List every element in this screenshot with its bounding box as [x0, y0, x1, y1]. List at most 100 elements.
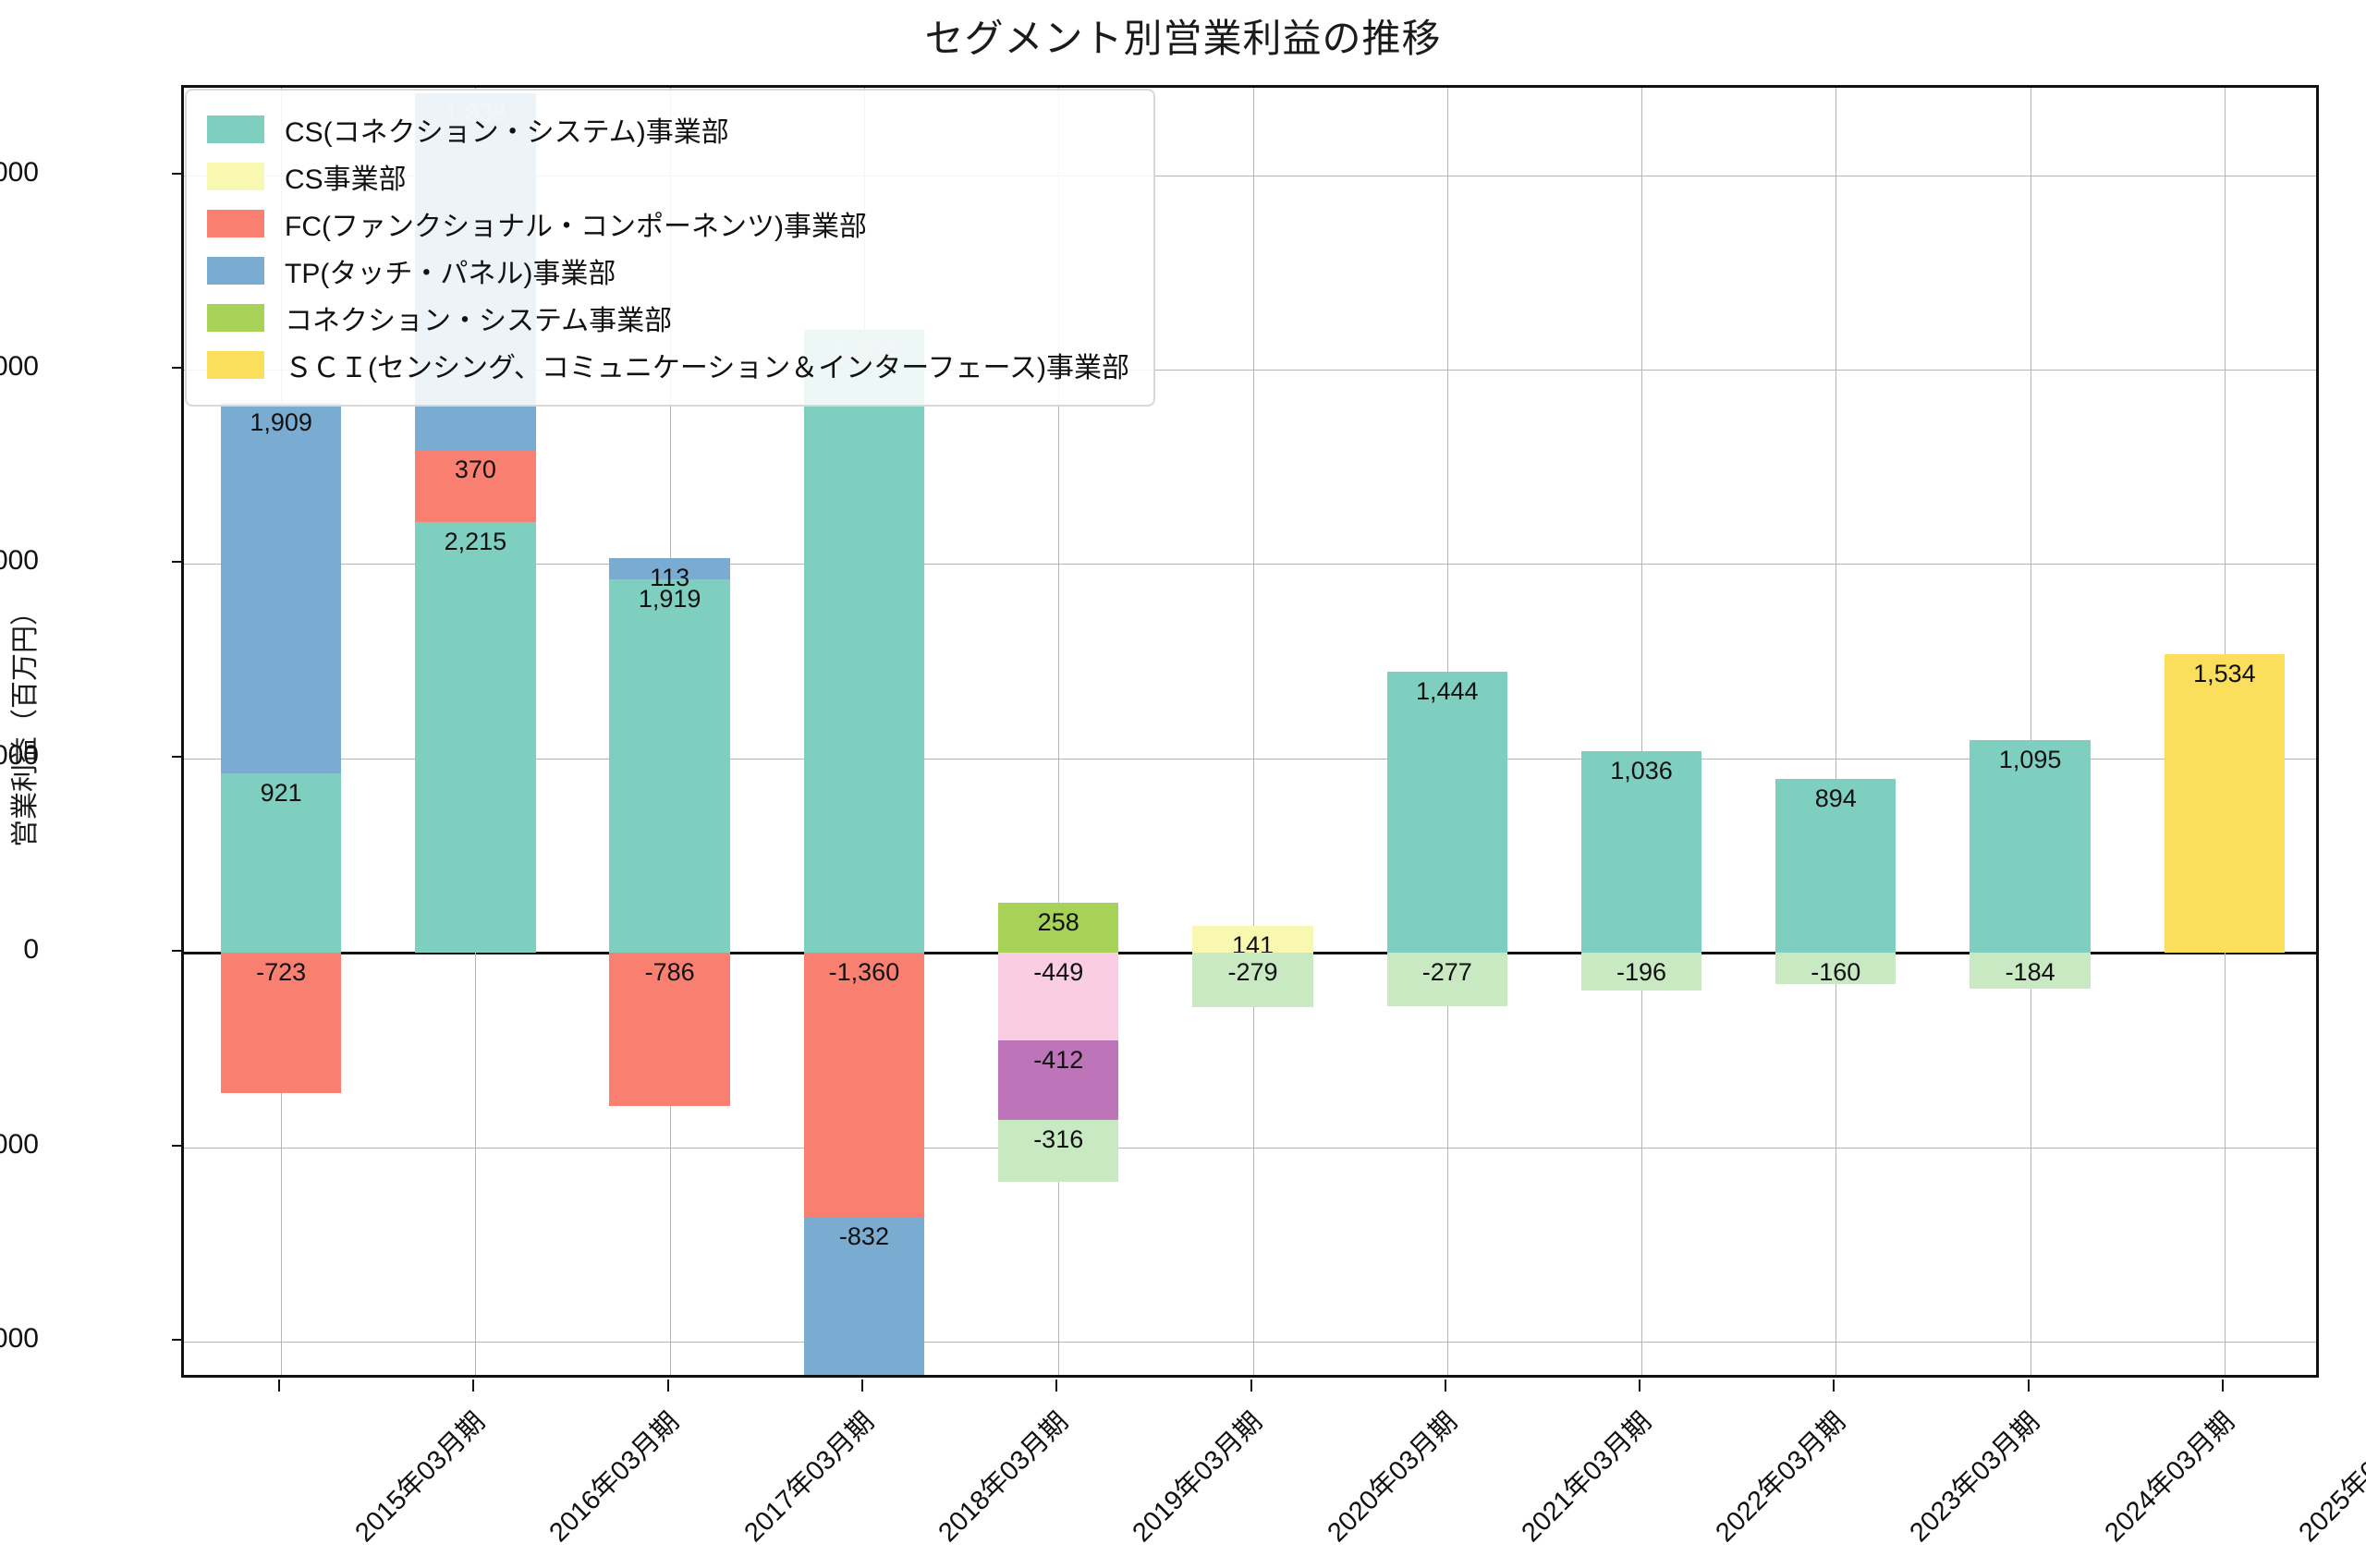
legend-swatch-icon [207, 256, 264, 285]
bar-segment[interactable] [1970, 739, 2091, 954]
x-axis-tick-mark [860, 1380, 863, 1392]
legend-swatch-icon [207, 115, 264, 143]
x-axis-tick-label: 2020年03月期 [1321, 1406, 1463, 1549]
bar-segment[interactable] [1775, 953, 1896, 984]
bar-segment[interactable] [415, 522, 536, 954]
y-axis-tick-label: -2,000 [0, 1322, 39, 1354]
bar-group[interactable]: 1,036 -196 [1580, 88, 1702, 1375]
y-axis-tick-label: 4,000 [0, 156, 39, 188]
y-axis-tick-label: 3,000 [0, 351, 39, 383]
gridline-horizontal [184, 564, 2316, 565]
legend-item[interactable]: CS事業部 [207, 152, 1129, 200]
x-axis-tick-mark [1055, 1380, 1058, 1392]
bar-segment[interactable] [1386, 953, 1507, 1007]
gridline-vertical [1252, 88, 1254, 1375]
x-axis-tick-mark [278, 1380, 281, 1392]
bar-group[interactable]: 141 -279 [1192, 88, 1313, 1375]
y-axis-tick-mark [172, 367, 183, 370]
x-axis-tick-label: 2018年03月期 [933, 1406, 1075, 1549]
legend-item-label: コネクション・システム事業部 [285, 305, 673, 336]
legend-swatch-icon [207, 350, 264, 379]
bar-group[interactable]: 1,534 [2164, 88, 2286, 1375]
bar-segment[interactable] [998, 902, 1119, 954]
x-axis-tick-label: 2023年03月期 [1904, 1406, 2046, 1549]
x-axis-tick-mark [472, 1380, 475, 1392]
y-axis-tick-mark [172, 1338, 183, 1341]
bar-group[interactable]: 894 -160 [1775, 88, 1896, 1375]
legend-item-label: CS事業部 [285, 164, 407, 195]
bar-segment[interactable] [220, 953, 342, 1094]
bar-segment[interactable] [998, 953, 1119, 1040]
x-axis-tick-mark [2027, 1380, 2030, 1392]
bar-group[interactable]: 1,444 -277 [1386, 88, 1507, 1375]
y-axis-tick-label: 2,000 [0, 545, 39, 577]
gridline-vertical [1641, 88, 1643, 1375]
x-axis-tick-label: 2019年03月期 [1127, 1406, 1269, 1549]
x-axis-tick-label: 2017年03月期 [738, 1406, 880, 1549]
legend-item-label: TP(タッチ・パネル)事業部 [285, 258, 616, 289]
legend-swatch-icon [207, 209, 264, 237]
legend-item-label: ＳＣＩ(センシング、コミュニケーション＆インターフェース)事業部 [285, 352, 1129, 383]
gridline-horizontal [184, 370, 2316, 371]
x-axis-tick-label: 2021年03月期 [1516, 1406, 1657, 1549]
legend[interactable]: CS(コネクション・システム)事業部 CS事業部 FC(ファンクショナル・コンポーネ… [185, 89, 1155, 407]
gridline-horizontal [184, 758, 2316, 760]
bar-segment[interactable] [998, 1039, 1119, 1121]
bar-segment[interactable] [803, 1217, 925, 1375]
bar-group[interactable]: 921 -723 1,909 [220, 88, 342, 1375]
x-axis-tick-mark [666, 1380, 669, 1392]
gridline-vertical [1835, 88, 1837, 1375]
y-axis-tick-mark [172, 561, 183, 564]
x-axis-tick-mark [1639, 1380, 1641, 1392]
y-axis-tick-mark [172, 172, 183, 175]
legend-item[interactable]: CS(コネクション・システム)事業部 [207, 105, 1129, 152]
bar-segment[interactable] [1386, 672, 1507, 954]
x-axis-tick-mark [1250, 1380, 1252, 1392]
x-axis-tick-label: 2025年03月期 [2293, 1406, 2366, 1549]
y-axis-tick-mark [172, 755, 183, 758]
legend-item[interactable]: ＳＣＩ(センシング、コミュニケーション＆インターフェース)事業部 [207, 341, 1129, 388]
x-axis-tick-label: 2024年03月期 [2099, 1406, 2240, 1549]
y-axis-tick-mark [172, 950, 183, 953]
bar-segment[interactable] [609, 953, 730, 1106]
y-axis-label: 営業利益（百万円） [10, 598, 41, 847]
bar-segment[interactable] [609, 579, 730, 954]
legend-swatch-icon [207, 162, 264, 190]
y-axis-tick-label: 0 [23, 934, 39, 966]
y-axis-tick-mark [172, 1144, 183, 1147]
x-axis-tick-label: 2022年03月期 [1710, 1406, 1852, 1549]
bar-segment[interactable] [998, 1120, 1119, 1182]
x-axis-tick-mark [1444, 1380, 1446, 1392]
bar-group[interactable]: 1,095 -184 [1970, 88, 2091, 1375]
gridline-vertical [1058, 88, 1060, 1375]
bar-segment[interactable] [1192, 953, 1313, 1007]
x-axis-tick-mark [2221, 1380, 2224, 1392]
bar-segment[interactable] [1192, 925, 1313, 954]
bar-segment[interactable] [803, 330, 925, 954]
bar-segment[interactable] [1580, 953, 1702, 991]
bar-segment[interactable] [1580, 751, 1702, 954]
bar-segment[interactable] [1775, 779, 1896, 954]
bar-segment[interactable] [803, 953, 925, 1218]
bar-segment[interactable] [415, 450, 536, 523]
bar-segment[interactable] [2164, 654, 2286, 954]
legend-item[interactable]: FC(ファンクショナル・コンポーネンツ)事業部 [207, 200, 1129, 247]
bar-segment[interactable] [1970, 953, 2091, 989]
gridline-horizontal [184, 1147, 2316, 1149]
legend-item-label: FC(ファンクショナル・コンポーネンツ)事業部 [285, 211, 867, 242]
gridline-horizontal [184, 1341, 2316, 1343]
page-title: セグメント別営業利益の推移 [924, 17, 1442, 60]
legend-item-label: CS(コネクション・システム)事業部 [285, 116, 729, 148]
legend-item[interactable]: TP(タッチ・パネル)事業部 [207, 247, 1129, 294]
legend-swatch-icon [207, 303, 264, 332]
bar-segment[interactable] [609, 557, 730, 580]
bar-segment[interactable] [220, 402, 342, 774]
x-axis-tick-label: 2015年03月期 [349, 1406, 492, 1549]
legend-item[interactable]: コネクション・システム事業部 [207, 294, 1129, 341]
x-axis-tick-mark [1833, 1380, 1835, 1392]
y-axis-tick-label: 1,000 [0, 739, 39, 771]
x-axis-tick-label: 2016年03月期 [543, 1406, 686, 1549]
y-axis-tick-label: -1,000 [0, 1128, 39, 1160]
bar-segment[interactable] [220, 773, 342, 954]
